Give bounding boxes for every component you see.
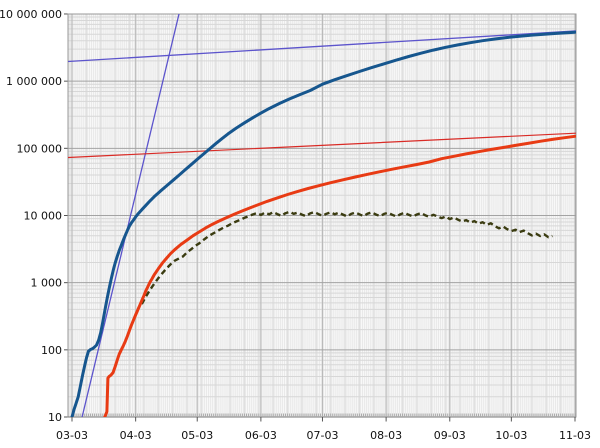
- series-red-thick: [103, 134, 576, 417]
- x-tick-label: 03-03: [56, 429, 88, 442]
- y-tick-label: 1 000 000: [6, 75, 62, 88]
- x-ticks: 03-03 04-03 05-03 06-03 07-03 08-03 09-03 10-03…: [56, 413, 591, 442]
- y-tick-label: 100 000: [17, 142, 63, 155]
- y-tick-label: 10: [48, 411, 62, 424]
- y-tick-label: 100: [41, 344, 62, 357]
- series-group: [68, 14, 576, 417]
- x-tick-label: 04-03: [120, 429, 152, 442]
- decade-gridlines: 10 100 1 000 10 000 100 000 1 000 000 10 000 0…: [0, 8, 576, 424]
- x-tick-label: 11-03: [559, 429, 591, 442]
- trend-red-flat: [68, 132, 576, 159]
- y-tick-label: 10 000 000: [0, 8, 62, 21]
- y-tick-label: 1 000: [31, 277, 63, 290]
- series-blue-thick: [70, 30, 576, 417]
- series-dark-dashed: [140, 210, 553, 305]
- trend-blue-flat: [68, 30, 576, 63]
- x-tick-label: 06-03: [245, 429, 277, 442]
- x-tick-label: 10-03: [495, 429, 527, 442]
- x-tick-label: 07-03: [306, 429, 338, 442]
- y-tick-label: 10 000: [24, 209, 63, 222]
- x-tick-label: 08-03: [370, 429, 402, 442]
- x-tick-label: 09-03: [434, 429, 466, 442]
- trend-blue-steep: [81, 14, 180, 417]
- x-tick-label: 05-03: [181, 429, 213, 442]
